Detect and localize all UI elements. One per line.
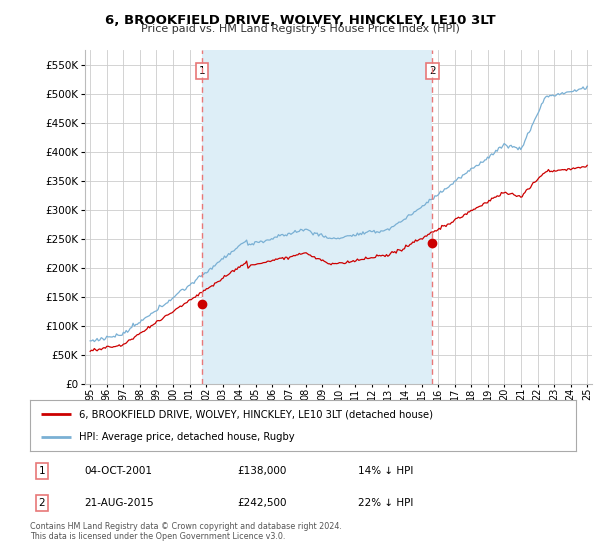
Bar xyxy=(202,50,432,384)
Text: 22% ↓ HPI: 22% ↓ HPI xyxy=(358,498,413,508)
Text: 1: 1 xyxy=(38,466,46,476)
Text: Price paid vs. HM Land Registry's House Price Index (HPI): Price paid vs. HM Land Registry's House … xyxy=(140,24,460,34)
Text: 6, BROOKFIELD DRIVE, WOLVEY, HINCKLEY, LE10 3LT: 6, BROOKFIELD DRIVE, WOLVEY, HINCKLEY, L… xyxy=(104,14,496,27)
Text: 04-OCT-2001: 04-OCT-2001 xyxy=(85,466,152,476)
Text: 21-AUG-2015: 21-AUG-2015 xyxy=(85,498,154,508)
Text: £138,000: £138,000 xyxy=(238,466,287,476)
Text: 1: 1 xyxy=(199,66,205,76)
Text: 2: 2 xyxy=(38,498,46,508)
Text: 6, BROOKFIELD DRIVE, WOLVEY, HINCKLEY, LE10 3LT (detached house): 6, BROOKFIELD DRIVE, WOLVEY, HINCKLEY, L… xyxy=(79,409,433,419)
Text: HPI: Average price, detached house, Rugby: HPI: Average price, detached house, Rugb… xyxy=(79,432,295,442)
Text: Contains HM Land Registry data © Crown copyright and database right 2024.
This d: Contains HM Land Registry data © Crown c… xyxy=(30,522,342,542)
Text: £242,500: £242,500 xyxy=(238,498,287,508)
Text: 2: 2 xyxy=(429,66,436,76)
Text: 14% ↓ HPI: 14% ↓ HPI xyxy=(358,466,413,476)
